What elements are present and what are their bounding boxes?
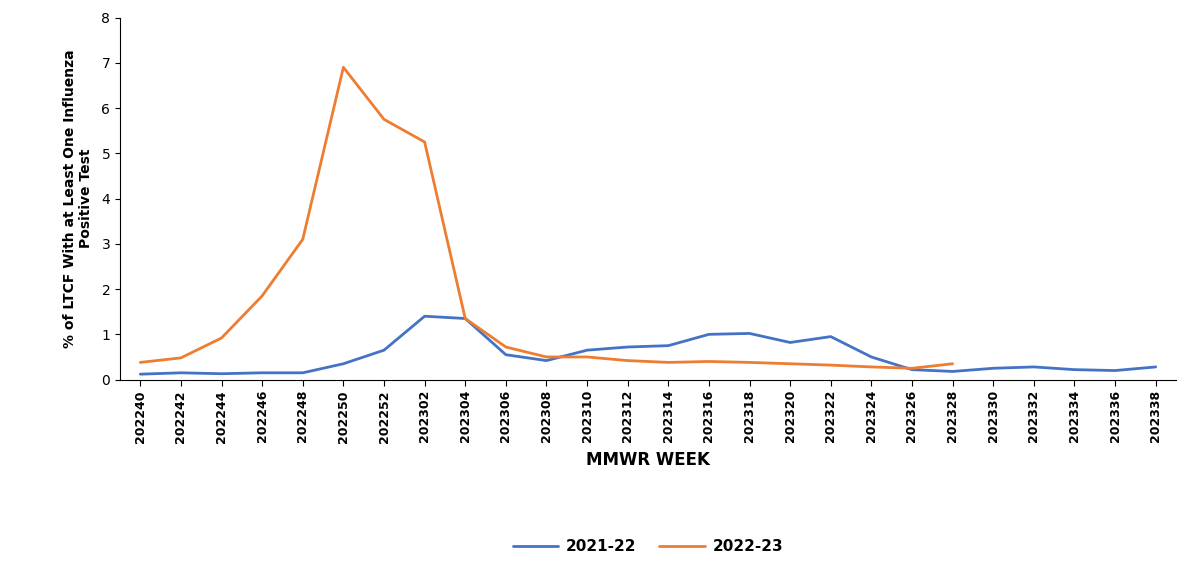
2021-22: [986, 365, 1001, 372]
2022-23: [905, 365, 919, 372]
2022-23: [458, 315, 473, 322]
2021-22: [782, 339, 797, 346]
2021-22: [377, 347, 391, 354]
2021-22: [336, 360, 350, 367]
2021-22: [1027, 363, 1042, 370]
2022-23: [539, 353, 553, 360]
2022-23: [702, 358, 716, 365]
2022-23: [174, 354, 188, 361]
2022-23: [336, 64, 350, 71]
2021-22: [1067, 366, 1081, 373]
2021-22: [133, 371, 148, 378]
Line: 2022-23: 2022-23: [140, 67, 953, 369]
2022-23: [418, 138, 432, 145]
2022-23: [580, 353, 594, 360]
2022-23: [946, 360, 960, 367]
2022-23: [864, 363, 878, 370]
2021-22: [905, 366, 919, 373]
2021-22: [174, 369, 188, 376]
2021-22: [580, 347, 594, 354]
2021-22: [661, 342, 676, 349]
2021-22: [1148, 363, 1163, 370]
Line: 2021-22: 2021-22: [140, 317, 1156, 374]
2021-22: [620, 343, 635, 350]
2022-23: [215, 335, 229, 342]
2021-22: [418, 313, 432, 320]
2021-22: [295, 369, 310, 376]
2022-23: [743, 359, 757, 366]
2021-22: [254, 369, 269, 376]
2022-23: [377, 116, 391, 123]
2021-22: [864, 353, 878, 360]
2022-23: [295, 236, 310, 243]
2022-23: [254, 293, 269, 300]
X-axis label: MMWR WEEK: MMWR WEEK: [586, 451, 710, 469]
2022-23: [823, 361, 838, 369]
2021-22: [458, 315, 473, 322]
2021-22: [499, 351, 514, 358]
2021-22: [215, 370, 229, 377]
2021-22: [743, 330, 757, 337]
2022-23: [620, 357, 635, 364]
2022-23: [782, 360, 797, 367]
Y-axis label: % of LTCF With at Least One Influenza
Positive Test: % of LTCF With at Least One Influenza Po…: [62, 49, 94, 348]
2021-22: [539, 357, 553, 364]
2021-22: [823, 333, 838, 340]
2022-23: [499, 343, 514, 350]
Legend: 2021-22, 2022-23: 2021-22, 2022-23: [506, 533, 790, 560]
2022-23: [133, 359, 148, 366]
2021-22: [1108, 367, 1122, 374]
2021-22: [702, 331, 716, 338]
2021-22: [946, 368, 960, 375]
2022-23: [661, 359, 676, 366]
